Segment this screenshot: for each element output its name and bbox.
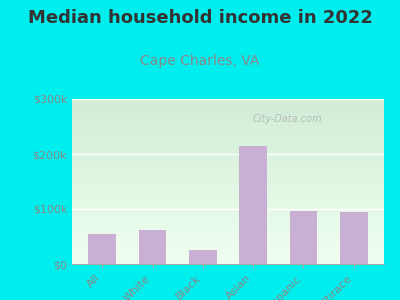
- Bar: [189, 250, 217, 264]
- Text: Median household income in 2022: Median household income in 2022: [28, 9, 372, 27]
- Text: City-Data.com: City-Data.com: [253, 114, 322, 124]
- Bar: [139, 230, 166, 264]
- Bar: [340, 212, 368, 264]
- Bar: [239, 146, 267, 264]
- Bar: [88, 234, 116, 264]
- Bar: [290, 211, 317, 264]
- Text: Cape Charles, VA: Cape Charles, VA: [140, 54, 260, 68]
